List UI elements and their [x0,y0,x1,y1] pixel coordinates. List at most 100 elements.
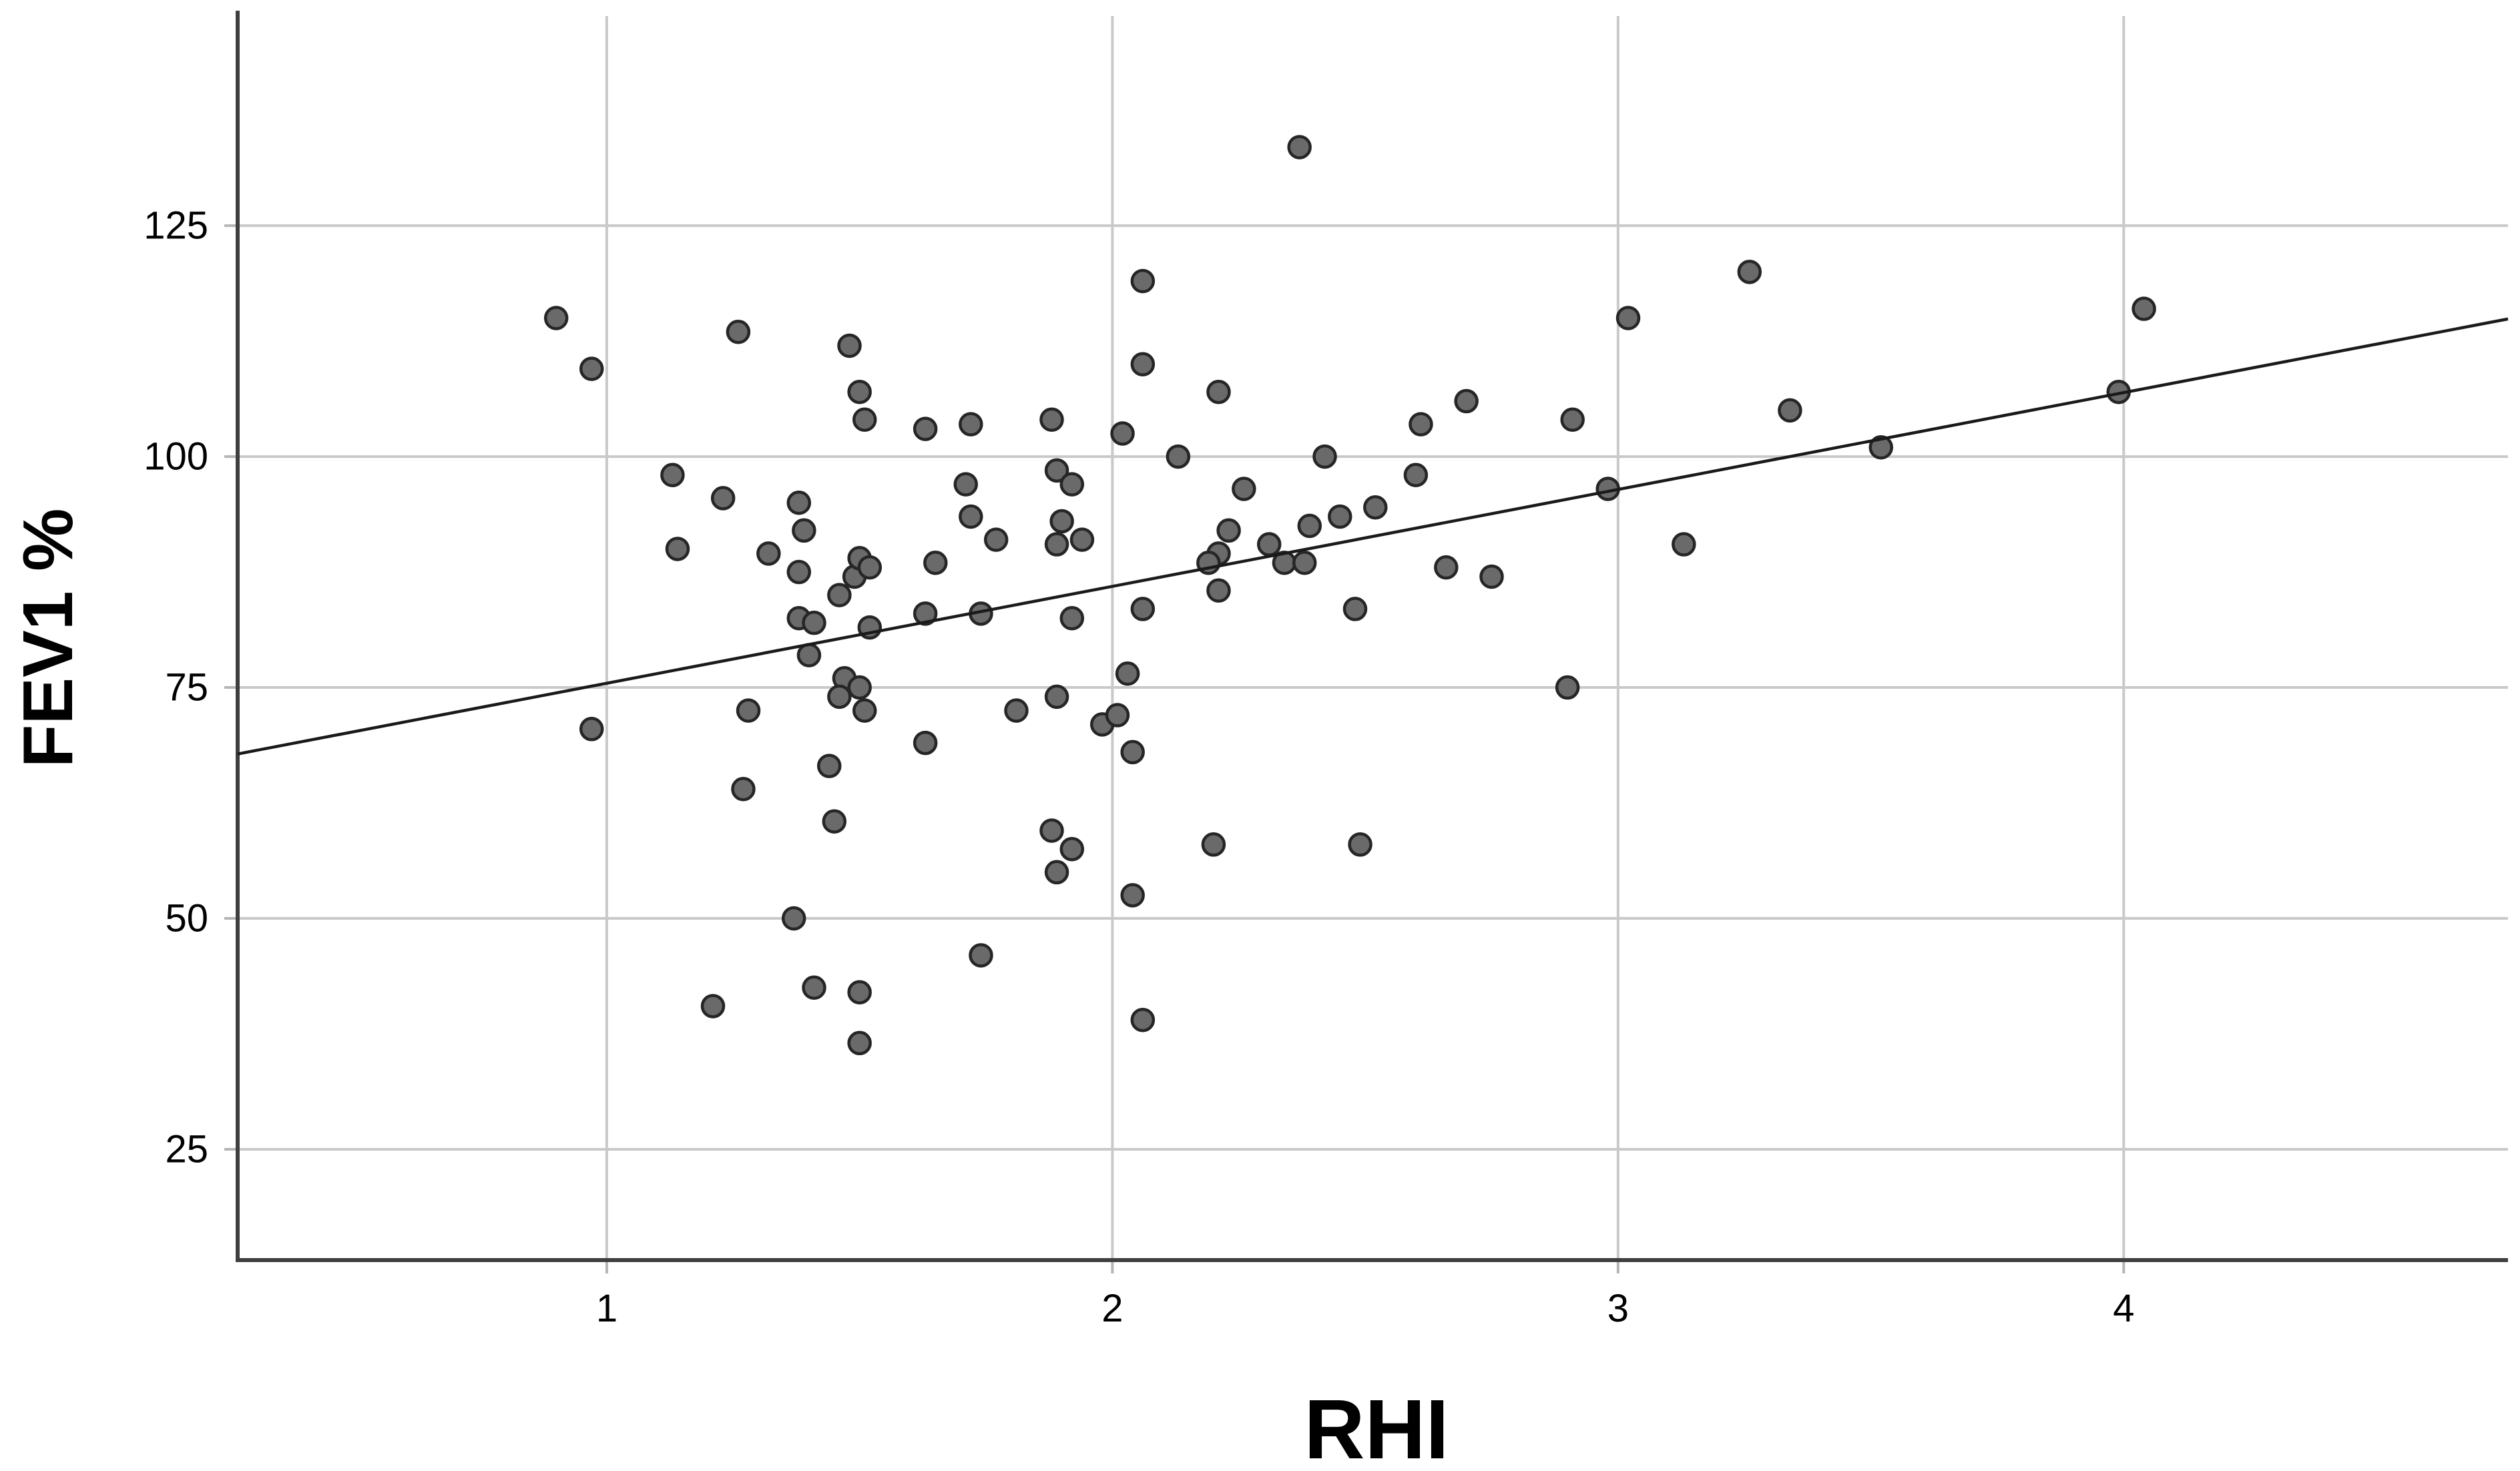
data-point [959,504,983,529]
data-point [1328,504,1352,529]
data-point [827,684,852,709]
data-point [1059,605,1085,631]
data-point [1312,444,1337,469]
data-point [2131,296,2156,321]
data-point [1403,463,1429,488]
y-tick-label: 50 [165,896,208,940]
data-point [1110,421,1135,446]
data-point [786,491,812,515]
data-point [710,486,736,511]
data-point [1069,527,1095,552]
data-point [1454,388,1479,414]
data-point [847,379,872,404]
data-point [802,975,826,1000]
axis-ticks [224,224,2125,1273]
data-point [579,356,604,381]
data-point [781,906,806,931]
data-point [1737,260,1762,284]
data-point [852,407,877,432]
data-point [913,730,938,756]
data-point [969,943,993,968]
data-point [923,550,948,575]
data-point [665,537,690,561]
x-tick-label: 1 [596,1287,617,1330]
data-point [1434,555,1459,580]
data-point [1130,268,1156,294]
data-point [1555,675,1580,700]
data-point [1115,661,1140,686]
data-point [731,777,756,802]
x-tick-labels: 1 2 3 4 [596,1287,2135,1330]
data-point [1120,883,1145,908]
data-point [1672,532,1696,557]
data-point [913,416,938,441]
data-points [543,135,2156,1056]
data-point [1004,698,1029,723]
data-point [1044,684,1069,709]
x-tick-label: 4 [2113,1287,2134,1330]
data-point [736,698,761,723]
data-point [543,306,569,330]
y-tick-label: 125 [144,204,208,248]
data-point [852,698,877,723]
data-point [1560,407,1585,432]
data-point [822,809,847,834]
data-point [1059,836,1085,862]
data-point [796,643,822,667]
y-tick-label: 25 [165,1127,208,1171]
data-point [959,412,983,436]
data-point [827,583,852,607]
data-point [1044,458,1069,483]
data-point [1363,495,1388,520]
data-point [1409,412,1433,436]
data-point [1256,532,1282,557]
data-point [983,527,1009,552]
y-tick-label: 75 [165,666,208,709]
data-point [726,320,751,344]
data-point [847,1031,872,1056]
data-point [1297,513,1322,539]
data-point [913,601,938,626]
data-point [802,610,826,635]
data-point [1130,597,1156,621]
data-point [1059,472,1085,497]
data-point [816,754,842,778]
x-tick-label: 3 [1607,1287,1629,1330]
data-point [1105,703,1130,727]
data-point [1232,477,1256,501]
data-point [1206,379,1231,404]
data-point [1130,1007,1156,1033]
data-point [1287,135,1312,160]
data-point [1342,597,1368,621]
x-axis-title: RHI [1304,1382,1449,1471]
y-tick-labels: 125 100 75 50 25 [144,204,208,1171]
data-point [1044,532,1069,557]
data-point [1348,832,1372,857]
data-point [1868,434,1893,460]
data-point [1120,740,1145,765]
gridlines [238,16,2508,1260]
data-point [579,717,604,742]
data-point [700,994,726,1018]
data-point [1166,444,1191,469]
x-tick-label: 2 [1101,1287,1123,1330]
data-point [1039,407,1064,432]
data-point [792,518,816,543]
data-point [1778,398,1802,423]
data-point [1479,564,1504,589]
data-point [857,555,883,580]
data-point [953,472,978,497]
trend-line [237,317,2509,756]
data-point [1206,578,1231,603]
y-tick-label: 100 [144,435,208,479]
data-point [756,541,781,566]
data-point [1039,818,1064,843]
data-point [1130,352,1156,376]
data-point [1292,550,1317,575]
data-point [847,675,872,700]
data-point [1216,518,1241,543]
data-point [660,463,685,488]
data-point [837,333,862,358]
